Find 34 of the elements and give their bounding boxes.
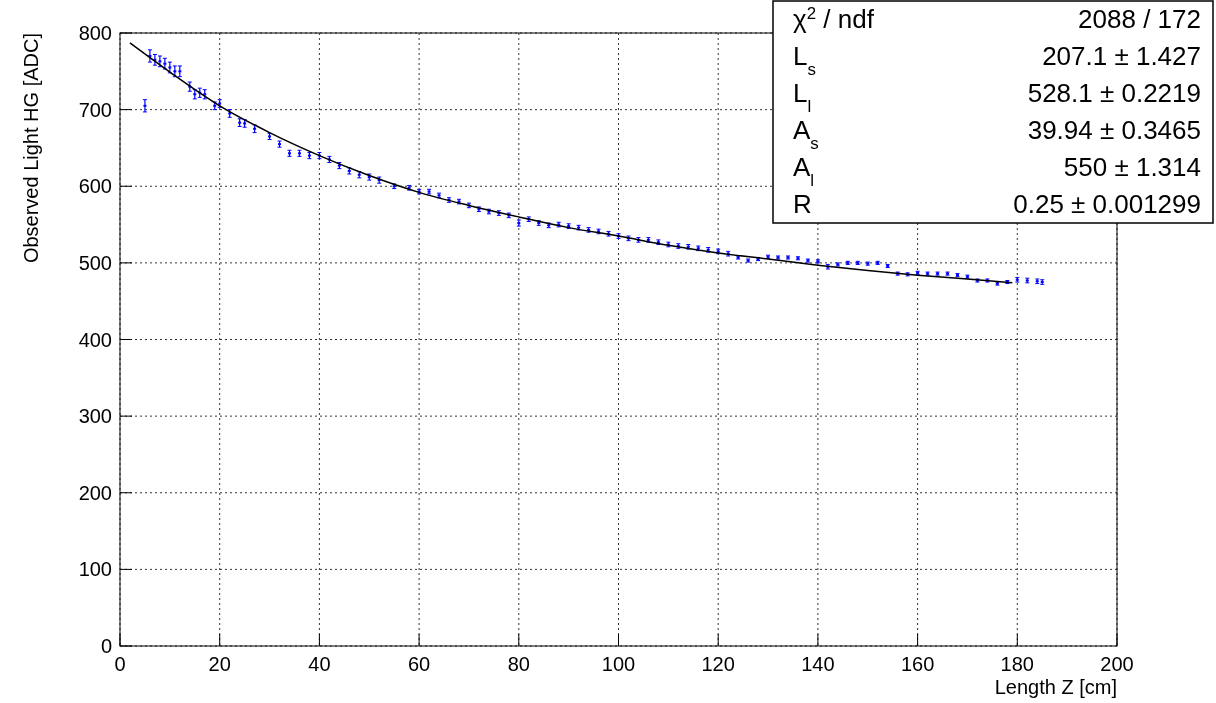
annotation: A$_{l}$ (793, 152, 815, 190)
y-tick-label: 200 (78, 481, 112, 504)
y-tick-label: 500 (78, 251, 112, 274)
annotation: χ$^{2}$ / ndf (793, 3, 875, 34)
annotation: 0.25 ± 0.001299 (1013, 189, 1201, 219)
y-tick-label: 400 (78, 328, 112, 351)
y-tick-label: 0 (100, 635, 112, 657)
x-tick-label: 100 (601, 653, 636, 675)
annotation: L$_{s}$ (793, 41, 816, 79)
x-tick-label: 0 (114, 653, 126, 675)
annotation: A$_{s}$ (793, 115, 819, 153)
x-tick-label: 120 (701, 653, 735, 675)
y-axis-title: Observed Light HG [ADC] (20, 33, 42, 264)
annotation: R (793, 189, 812, 219)
annotation: 39.94 ± 0.3465 (1027, 115, 1201, 145)
x-tick-label: 140 (801, 653, 835, 675)
y-tick-label: 800 (78, 22, 112, 44)
annotation: L$_{l}$ (793, 78, 812, 116)
x-tick-label: 80 (507, 653, 530, 675)
y-tick-label: 600 (78, 175, 112, 198)
y-tick-label: 700 (78, 98, 112, 121)
x-tick-label: 60 (407, 653, 431, 675)
x-tick-label: 180 (1000, 653, 1034, 675)
x-axis-title: Length Z [cm] (994, 676, 1117, 698)
y-tick-label: 300 (78, 405, 112, 428)
annotation: 550 ± 1.314 (1063, 152, 1201, 182)
x-tick-label: 20 (208, 653, 231, 675)
x-tick-label: 200 (1100, 653, 1134, 675)
x-tick-label: 160 (900, 653, 935, 675)
annotation: 207.1 ± 1.427 (1042, 41, 1201, 71)
x-tick-label: 40 (308, 653, 331, 675)
annotation: 2088 / 172 (1078, 4, 1201, 34)
y-tick-label: 100 (78, 558, 112, 581)
annotation: 528.1 ± 0.2219 (1027, 78, 1201, 108)
